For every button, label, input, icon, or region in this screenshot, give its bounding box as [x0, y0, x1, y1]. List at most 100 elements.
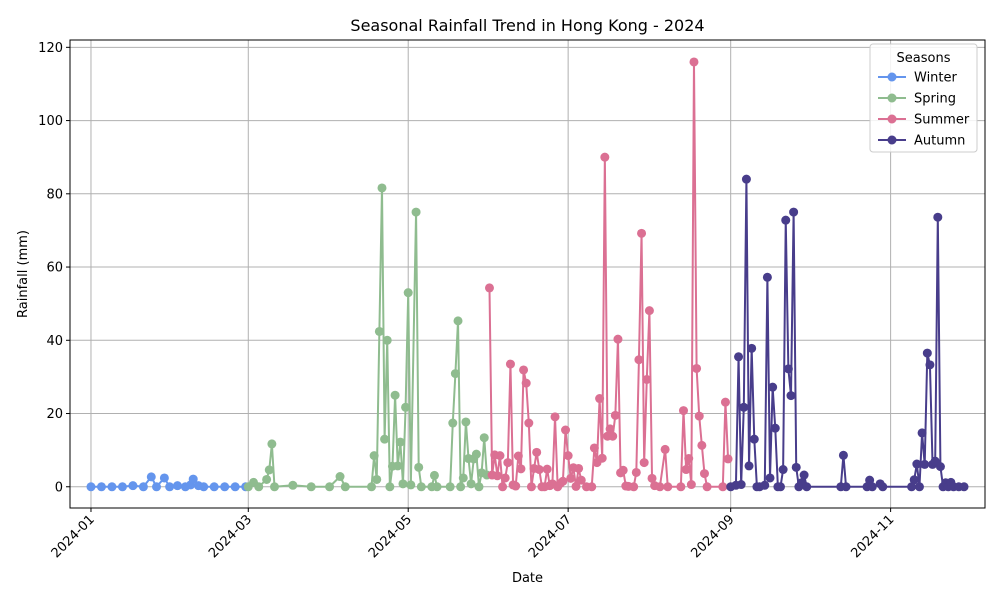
data-point-winter	[172, 481, 182, 491]
data-point-winter	[138, 482, 148, 492]
data-point-summer	[660, 444, 670, 454]
data-point-summer	[566, 473, 576, 483]
data-point-summer	[642, 374, 652, 384]
data-point-spring	[270, 482, 279, 492]
data-point-winter	[230, 482, 240, 492]
series-spring	[243, 183, 492, 492]
data-point-summer	[595, 394, 605, 404]
y-tick-label: 0	[55, 480, 63, 495]
data-point-spring	[401, 402, 411, 412]
data-point-autumn	[878, 482, 888, 492]
data-point-summer	[644, 306, 654, 316]
data-point-spring	[432, 482, 442, 492]
data-point-summer	[503, 458, 513, 468]
data-point-spring	[340, 482, 350, 492]
series-layer	[86, 57, 969, 492]
data-point-summer	[647, 473, 657, 483]
data-point-summer	[513, 451, 523, 461]
data-point-autumn	[768, 382, 778, 392]
data-point-summer	[718, 482, 728, 492]
y-tick-label: 40	[46, 334, 63, 349]
data-point-winter	[128, 481, 138, 491]
data-point-summer	[498, 482, 508, 492]
data-point-summer	[519, 365, 529, 375]
chart-title: Seasonal Rainfall Trend in Hong Kong - 2…	[350, 16, 704, 35]
legend-title: Seasons	[897, 51, 951, 66]
data-point-autumn	[770, 423, 780, 433]
data-point-summer	[618, 465, 628, 475]
legend-item-summer: Summer	[878, 113, 970, 128]
data-point-summer	[631, 467, 641, 477]
data-point-spring	[254, 482, 264, 492]
data-point-spring	[479, 433, 489, 443]
data-point-spring	[453, 316, 463, 326]
data-point-summer	[532, 447, 542, 457]
data-point-summer	[571, 481, 581, 491]
data-point-autumn	[841, 482, 851, 492]
legend-marker-summer	[887, 114, 897, 124]
data-point-summer	[637, 228, 647, 238]
data-point-spring	[288, 480, 298, 490]
data-point-summer	[484, 283, 494, 293]
data-point-summer	[511, 481, 521, 491]
data-point-autumn	[917, 428, 927, 438]
data-point-autumn	[749, 434, 759, 444]
series-summer	[484, 57, 733, 492]
data-point-autumn	[838, 450, 848, 460]
data-point-spring	[474, 482, 484, 492]
data-point-winter	[188, 474, 198, 484]
data-point-autumn	[925, 360, 935, 370]
data-point-autumn	[912, 459, 922, 469]
data-point-summer	[500, 473, 510, 483]
data-point-spring	[456, 482, 466, 492]
data-point-winter	[159, 473, 169, 483]
data-point-summer	[561, 425, 571, 435]
data-point-autumn	[799, 470, 809, 480]
data-point-spring	[369, 451, 379, 461]
data-point-spring	[262, 474, 272, 484]
legend-label-autumn: Autumn	[914, 134, 965, 149]
plot-frame	[69, 39, 986, 509]
data-point-summer	[516, 464, 526, 474]
data-point-summer	[689, 57, 699, 67]
data-point-spring	[461, 417, 471, 427]
data-point-autumn	[935, 462, 945, 472]
data-point-winter	[165, 482, 175, 492]
legend: Seasons Winter Spring Summer Autumn	[869, 43, 978, 153]
data-point-summer	[679, 406, 688, 416]
data-point-winter	[199, 482, 209, 492]
data-point-autumn	[760, 480, 770, 490]
data-point-summer	[686, 480, 696, 490]
data-point-autumn	[762, 272, 772, 282]
data-point-summer	[684, 454, 694, 464]
data-point-autumn	[907, 482, 917, 492]
legend-marker-autumn	[887, 135, 897, 145]
legend-marker-winter	[887, 72, 897, 82]
data-point-summer	[576, 475, 586, 485]
data-point-autumn	[776, 482, 785, 492]
legend-label-spring: Spring	[914, 92, 956, 107]
data-point-summer	[505, 359, 515, 369]
data-point-summer	[702, 482, 712, 492]
data-point-summer	[495, 451, 505, 461]
data-point-winter	[96, 482, 106, 492]
data-point-spring	[267, 439, 277, 449]
data-point-autumn	[741, 174, 751, 184]
data-point-winter	[86, 482, 96, 492]
data-point-summer	[574, 463, 584, 473]
data-point-summer	[534, 465, 544, 475]
data-point-summer	[521, 378, 531, 388]
x-axis-label: Date	[512, 571, 543, 586]
data-point-autumn	[909, 475, 919, 485]
data-point-summer	[613, 334, 623, 344]
data-point-spring	[403, 288, 413, 298]
data-point-spring	[416, 482, 426, 492]
data-point-spring	[306, 482, 316, 492]
legend-label-summer: Summer	[914, 113, 970, 128]
data-point-spring	[414, 462, 424, 472]
data-point-summer	[524, 418, 534, 428]
data-point-summer	[720, 397, 730, 407]
data-point-autumn	[933, 212, 943, 222]
data-point-autumn	[747, 343, 757, 353]
